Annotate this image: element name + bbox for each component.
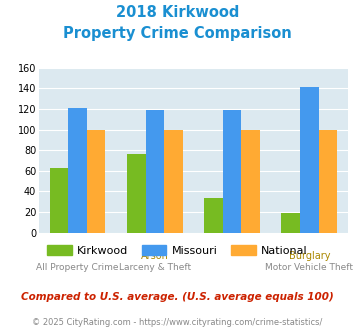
Text: © 2025 CityRating.com - https://www.cityrating.com/crime-statistics/: © 2025 CityRating.com - https://www.city… [32,318,323,327]
Bar [241,130,260,233]
Bar [300,87,318,233]
Legend: Kirkwood, Missouri, National: Kirkwood, Missouri, National [43,240,312,260]
Bar [87,130,105,233]
Bar [318,130,337,233]
Bar [223,110,241,233]
Text: Motor Vehicle Theft: Motor Vehicle Theft [265,263,353,272]
Text: All Property Crime: All Property Crime [37,263,119,272]
Bar [164,130,183,233]
Text: Property Crime Comparison: Property Crime Comparison [63,26,292,41]
Text: Compared to U.S. average. (U.S. average equals 100): Compared to U.S. average. (U.S. average … [21,292,334,302]
Bar [69,108,87,233]
Bar [50,168,69,233]
Text: Arson: Arson [141,251,169,261]
Bar [127,154,146,233]
Text: Burglary: Burglary [289,251,330,261]
Bar [282,213,300,233]
Bar [204,198,223,233]
Bar [146,110,164,233]
Text: Larceny & Theft: Larceny & Theft [119,263,191,272]
Text: 2018 Kirkwood: 2018 Kirkwood [116,5,239,20]
